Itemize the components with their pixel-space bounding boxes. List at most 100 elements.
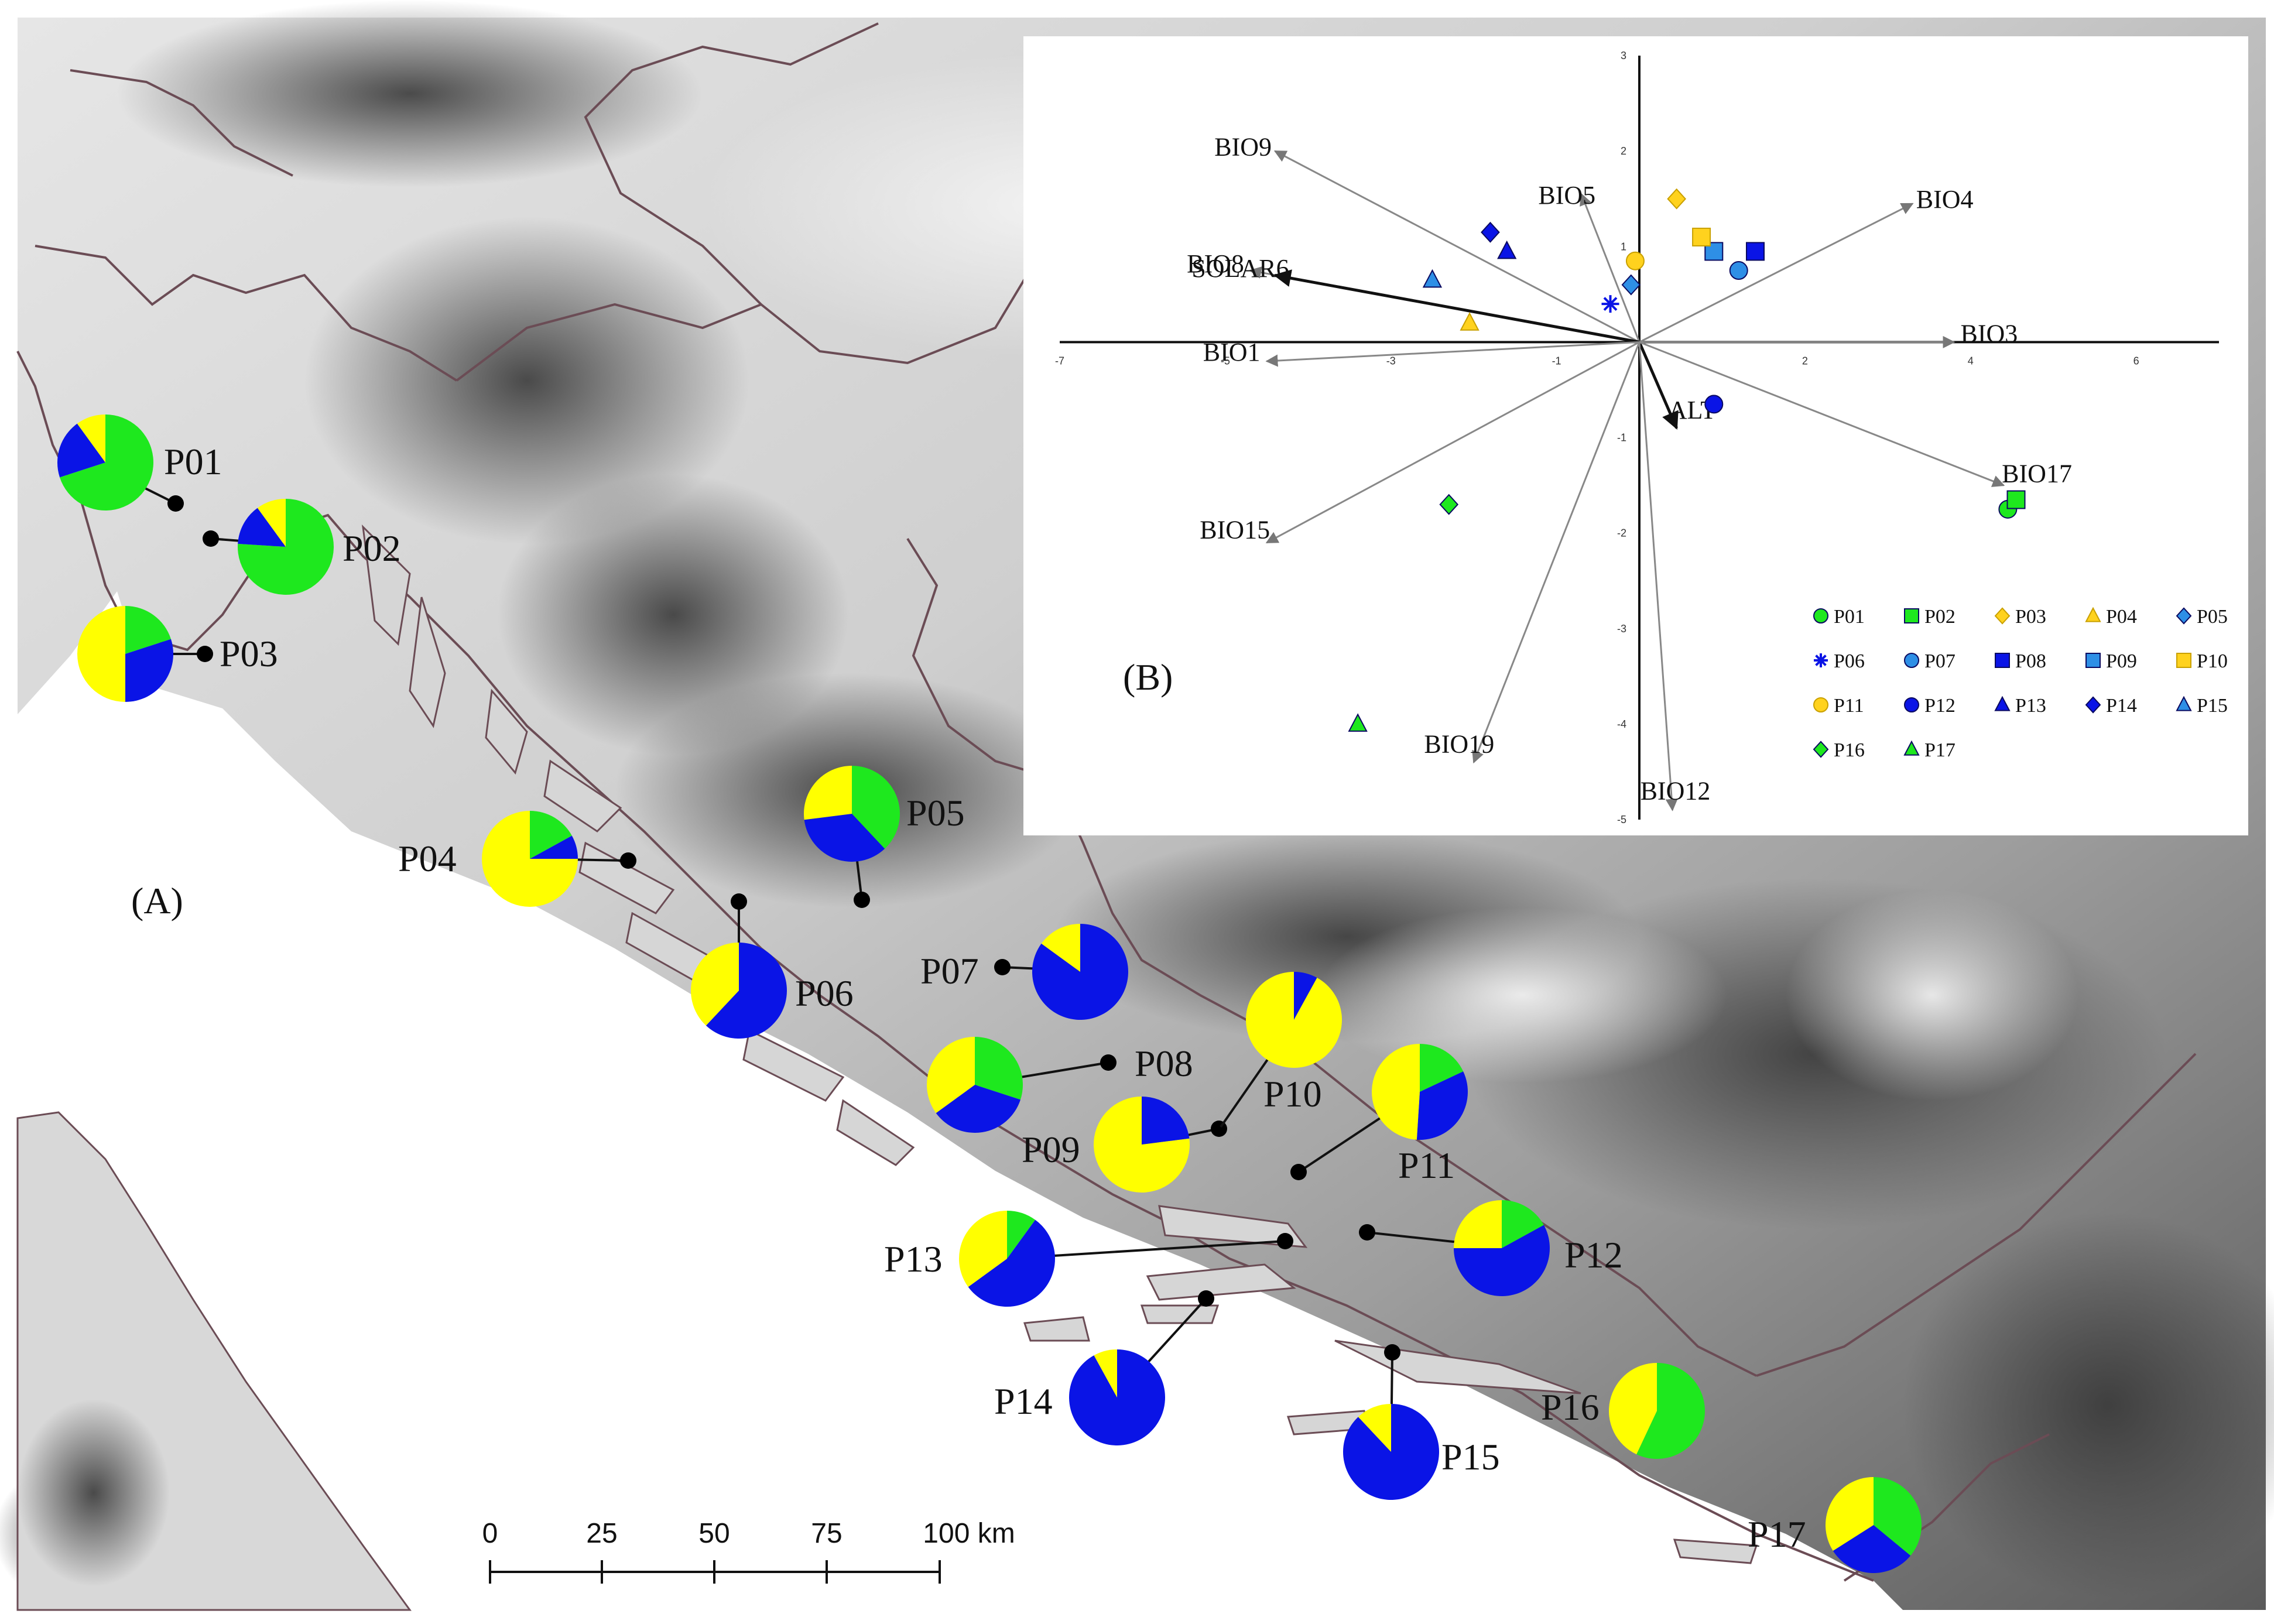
- pie-slice-blue: [1142, 1097, 1190, 1145]
- population-P03[interactable]: P03: [77, 606, 278, 702]
- site-dot: [994, 959, 1011, 975]
- site-label: P07: [920, 950, 979, 992]
- population-P02[interactable]: P02: [203, 499, 401, 595]
- pie-slice-yellow: [1825, 1477, 1874, 1551]
- pie-slice-blue: [936, 1085, 1020, 1133]
- pie-slice-blue: [1294, 972, 1317, 1020]
- pie-slice-yellow: [77, 606, 125, 702]
- pca-legend: P01 P02 P03 P04 P05 P06 P07 P08 P09 P10 P11 P12 P13 P…: [1813, 606, 2228, 761]
- pie-slice-yellow: [959, 1211, 1007, 1287]
- pie-slice-green: [125, 606, 171, 654]
- pca-panel: -7 -5 -3 -1 2 4 6 3 2 1 -1 -2 -3 -4 -5 BIO9 BIO5 BIO4 BIO…: [1023, 36, 2248, 835]
- site-label: P01: [164, 441, 222, 482]
- legend-label: P11: [1834, 695, 1864, 717]
- legend-item-p08: P08: [1995, 650, 2046, 672]
- population-P13[interactable]: P13: [884, 1211, 1293, 1307]
- pie-slice-blue: [1416, 1071, 1468, 1140]
- vector-label-bio17: BIO17: [2002, 459, 2072, 488]
- population-P17[interactable]: P17: [1748, 1477, 1922, 1573]
- legend-label: P10: [2197, 650, 2228, 672]
- legend-item-p07: P07: [1904, 650, 1955, 672]
- pie-chart: [77, 606, 173, 702]
- legend-label: P02: [1924, 606, 1955, 628]
- site-label: P15: [1441, 1436, 1500, 1478]
- pie-slice-yellow: [1372, 1044, 1420, 1140]
- scale-tick-100: 100 km: [923, 1518, 1015, 1549]
- point-p06: [1601, 295, 1619, 313]
- pie-slice-yellow: [1609, 1363, 1657, 1455]
- population-P11[interactable]: P11: [1290, 1044, 1468, 1186]
- legend-label: P05: [2197, 606, 2228, 628]
- population-pies: P01 P02 P03 P04: [57, 414, 1922, 1573]
- population-P10[interactable]: P10: [1220, 972, 1343, 1128]
- legend-marker: [1904, 653, 1919, 668]
- population-P01[interactable]: P01: [57, 414, 222, 512]
- y-tick-label: -2: [1617, 527, 1626, 539]
- population-P05[interactable]: P05: [804, 766, 965, 908]
- pie-slice-yellow: [1358, 1404, 1391, 1452]
- vector-label-bio1: BIO1: [1203, 338, 1261, 366]
- population-P07[interactable]: P07: [920, 924, 1128, 1020]
- y-tick-label: -3: [1617, 623, 1626, 635]
- pie-chart: [1246, 972, 1343, 1068]
- pie-slice-yellow: [1094, 1097, 1190, 1193]
- pie-chart: [1825, 1477, 1922, 1573]
- pie-slice-blue: [706, 943, 787, 1039]
- legend-label: P07: [1924, 650, 1955, 672]
- pie-slice-yellow: [1041, 924, 1080, 972]
- pie-slice-yellow: [77, 414, 105, 462]
- site-dot: [620, 852, 636, 869]
- scale-tick-25: 25: [586, 1518, 617, 1549]
- legend-item-p09: P09: [2085, 650, 2137, 672]
- population-P16[interactable]: P16: [1541, 1363, 1706, 1459]
- legend-label: P15: [2197, 695, 2228, 717]
- population-P14[interactable]: P14: [994, 1290, 1214, 1445]
- site-dot: [1290, 1164, 1307, 1180]
- pie-slice-blue: [1833, 1525, 1911, 1573]
- legend-label: P01: [1834, 606, 1865, 628]
- point-p16: [1439, 494, 1459, 515]
- site-label: P03: [220, 633, 278, 674]
- point-p03: [1667, 188, 1686, 210]
- legend-item-p17: P17: [1903, 739, 1955, 761]
- pie-slice-green: [1502, 1200, 1544, 1248]
- legend-marker: [1995, 653, 2010, 668]
- legend-label: P12: [1924, 695, 1955, 717]
- legend-item-p12: P12: [1904, 695, 1955, 717]
- y-tick-label: 1: [1621, 241, 1626, 252]
- legend-marker: [2176, 653, 2191, 668]
- population-P12[interactable]: P12: [1359, 1200, 1623, 1296]
- scale-bar: 0 25 50 75 100 km: [468, 1499, 1054, 1616]
- vector-label-bio12: BIO12: [1641, 777, 1711, 806]
- population-P09[interactable]: P09: [1022, 1097, 1227, 1193]
- pie-chart: [57, 414, 153, 511]
- population-P08[interactable]: P08: [927, 1037, 1193, 1133]
- pie-slice-yellow: [691, 943, 739, 1026]
- point-p15: [1422, 269, 1443, 288]
- pie-slice-green: [1636, 1363, 1706, 1459]
- x-tick-label: -3: [1386, 355, 1396, 366]
- pie-slice-yellow: [1246, 972, 1343, 1068]
- site-dot: [731, 893, 747, 910]
- legend-marker: [2085, 607, 2101, 622]
- population-P04[interactable]: P04: [398, 811, 636, 907]
- vector-label-bio19: BIO19: [1424, 730, 1494, 759]
- site-dot: [203, 530, 219, 547]
- legend-marker: [2085, 653, 2101, 668]
- pie-slice-yellow: [482, 811, 578, 907]
- legend-item-p14: P14: [2085, 695, 2137, 717]
- pie-slice-yellow: [257, 499, 286, 547]
- legend-item-p03: P03: [1994, 606, 2046, 628]
- vector-bio17: [1639, 341, 2005, 487]
- population-P06[interactable]: P06: [691, 893, 854, 1039]
- legend-marker: [2176, 607, 2192, 625]
- pie-slice-blue: [1454, 1225, 1550, 1296]
- point-p07: [1729, 261, 1748, 280]
- y-tick-label: 3: [1621, 50, 1626, 61]
- population-P15[interactable]: P15: [1343, 1344, 1500, 1500]
- y-tick-label: -1: [1617, 432, 1626, 444]
- site-label: P04: [398, 838, 457, 879]
- vector-bio1: [1265, 341, 1640, 367]
- pie-slice-blue: [125, 639, 173, 702]
